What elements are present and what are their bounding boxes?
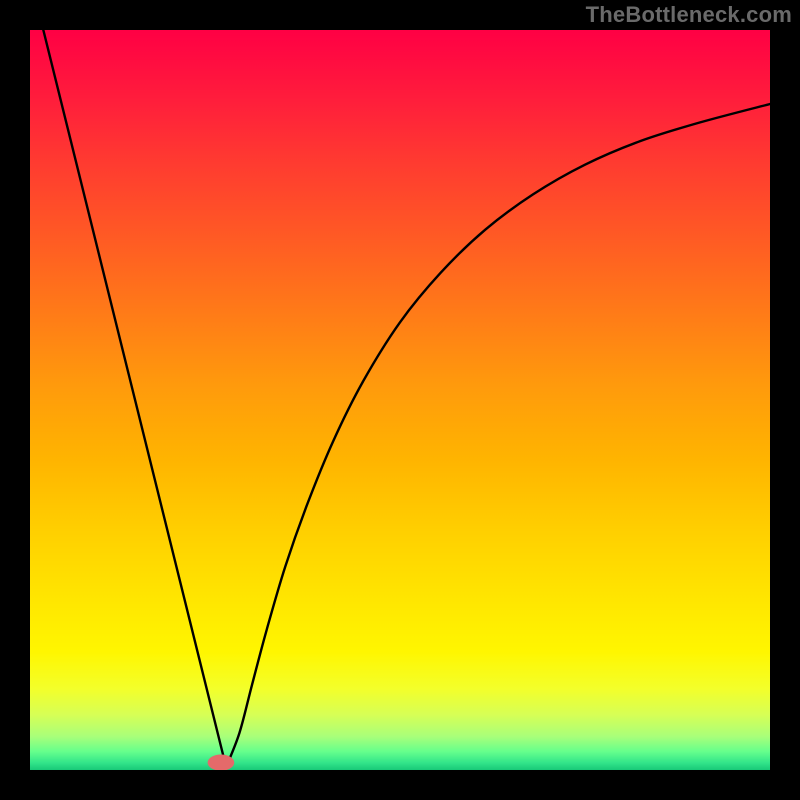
- optimum-marker: [208, 754, 235, 770]
- chart-stage: TheBottleneck.com: [0, 0, 800, 800]
- gradient-background: [30, 30, 770, 770]
- bottleneck-curve-plot: [30, 30, 770, 770]
- watermark-text: TheBottleneck.com: [586, 2, 792, 28]
